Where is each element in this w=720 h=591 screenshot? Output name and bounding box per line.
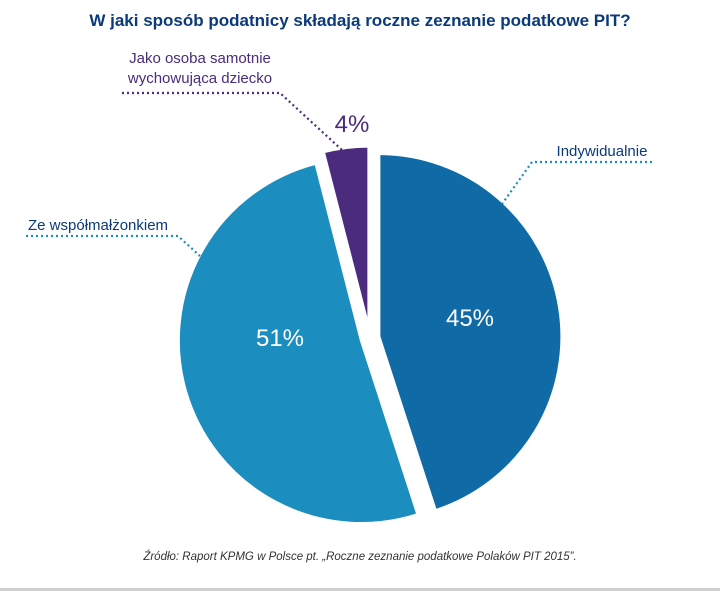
- label-samotnie-line-1: Jako osoba samotnie: [129, 50, 271, 67]
- pie-slice-indywidualnie: [377, 152, 564, 513]
- label-indywidualnie: Indywidualnie: [557, 143, 648, 160]
- value-label-samotnie: 4%: [335, 111, 370, 138]
- leader-line-ze-wspolmalzonkiem: [26, 234, 201, 257]
- chart-title: W jaki sposób podatnicy składają roczne …: [89, 11, 630, 30]
- label-samotnie-line-2: wychowująca dziecko: [127, 70, 272, 87]
- pie-slices: [176, 144, 564, 525]
- value-label-indywidualnie: 45%: [446, 305, 494, 332]
- label-ze-wspolmalzonkiem: Ze współmałżonkiem: [28, 217, 168, 234]
- value-label-ze-wspolmalzonkiem: 51%: [256, 325, 304, 352]
- source-note: Źródło: Raport KPMG w Polsce pt. „Roczne…: [142, 550, 576, 563]
- pie-slice-ze: [176, 161, 420, 525]
- leader-line-indywidualnie: [501, 160, 652, 205]
- pie-slice-jako: [321, 144, 371, 330]
- leader-line-samotnie: [122, 91, 343, 151]
- bottom-divider: [0, 588, 720, 591]
